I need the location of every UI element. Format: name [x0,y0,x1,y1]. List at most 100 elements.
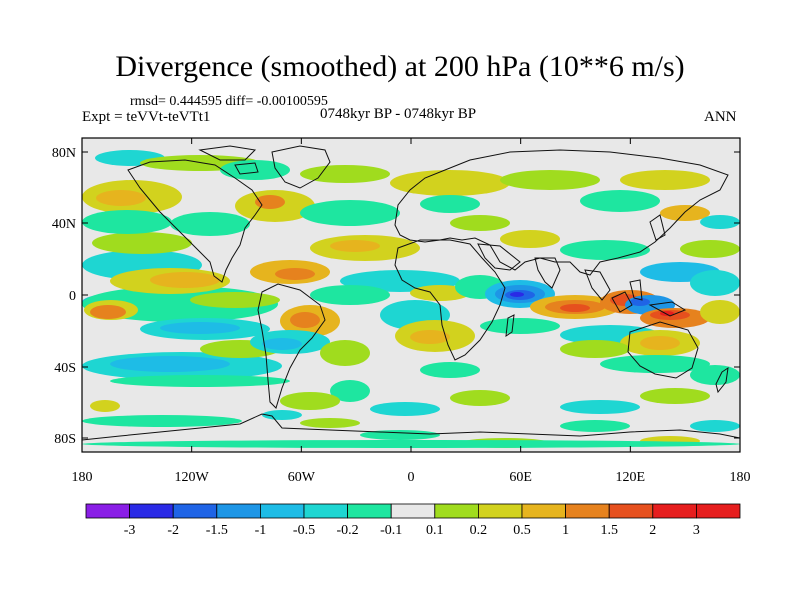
contour-region [560,304,590,312]
contour-region [420,195,480,213]
coastline-madagascar [505,314,515,338]
contour-region [680,240,740,258]
contour-region [420,362,480,378]
contour-region [255,195,285,209]
contour-region [700,215,740,229]
contour-region [640,388,710,404]
colorbar-label: 0.5 [513,523,531,538]
contour-region [82,415,242,427]
colorbar-label: -2 [167,523,179,538]
contour-region [580,190,660,212]
contour-region [560,420,630,432]
rmsd-diff-stats: rmsd= 0.444595 diff= -0.00100595 [130,94,328,109]
colorbar-swatch [696,503,741,519]
contour-region [310,285,390,305]
contour-region [690,270,740,296]
contour-region [320,340,370,366]
contour-region [330,380,370,402]
lon-tick-label: 60E [509,470,532,485]
colorbar-label: -0.1 [380,523,402,538]
coastline-antarctica [82,413,740,441]
contour-region [190,292,280,308]
contour-region [370,402,440,416]
coastline-southeast-asia [584,269,643,313]
contour-region [500,170,600,190]
contour-region [700,300,740,324]
colorbar-swatch [477,503,523,519]
colorbar-swatch [172,503,218,519]
coastline-australia [627,321,699,379]
coastline-north-america [127,159,263,283]
map-panel: 80N 40N 0 40S 80S 180 120W 60W 0 60E 120E 180 [52,137,751,485]
colorbar-label: -1 [255,523,267,538]
contour-region [160,322,240,334]
colorbar-label: 2 [649,523,656,538]
lon-tick-label: 120E [616,470,646,485]
contour-region [480,318,560,334]
contour-region [660,205,710,221]
contour-region [96,190,146,206]
lon-tick-label: 180 [72,470,93,485]
coastline-africa [394,239,506,361]
colorbar-label: -1.5 [206,523,228,538]
lat-tick-label: 0 [69,289,76,304]
colorbar-swatch [521,503,566,519]
coastline-japan [649,214,666,241]
latitude-axis: 80N 40N 0 40S 80S [52,146,740,447]
coastline-arctic-islands [198,145,259,175]
contour-region [690,420,740,432]
contour-region [110,356,230,372]
coastline-new-guinea [648,301,687,317]
colorbar-swatch [434,503,479,519]
contour-region [170,212,250,236]
period-label: 0748kyr BP - 0748kyr BP [320,106,477,122]
page-title: Divergence (smoothed) at 200 hPa (10**6 … [115,50,685,83]
contour-region [262,410,302,420]
colorbar-label: -0.2 [337,523,359,538]
contour-region [82,210,172,234]
contour-region [390,170,510,196]
contour-region [150,272,220,288]
contour-region [262,338,302,350]
colorbar-swatch [216,503,261,519]
colorbar-label: 1 [562,523,569,538]
colorbar: -3 -2 -1.5 -1 -0.5 -0.2 -0.1 0.1 0.2 0.5 1 1.5 2 3 [85,503,741,538]
coastlines [82,145,740,441]
contour-region [110,375,290,387]
coastline-greenland [271,145,331,189]
contour-region [560,340,630,358]
contour-region [630,298,650,306]
contour-region [560,240,650,260]
colorbar-label: 0.2 [470,523,488,538]
contour-region [275,268,315,280]
contour-region [280,392,340,410]
colorbar-swatch [129,503,174,519]
season-label: ANN [704,109,737,125]
lat-tick-label: 80N [52,146,76,161]
lon-tick-label: 120W [175,470,210,485]
colorbar-label: 3 [693,523,700,538]
contour-region [500,230,560,248]
lat-tick-label: 40N [52,217,76,232]
contour-region [620,170,710,190]
coastline-new-zealand [715,366,729,394]
contour-region [640,336,680,350]
experiment-label: Expt = teVVt-teVTt1 [82,109,211,125]
lon-tick-label: 180 [730,470,751,485]
contour-region [600,355,710,373]
contour-region [90,305,126,319]
contour-region [450,390,510,406]
contour-region [300,200,400,226]
colorbar-swatch [85,503,130,519]
contour-region [410,285,470,301]
colorbar-label: 0.1 [426,523,444,538]
coastline-arabia [477,243,521,271]
contour-field [82,150,740,448]
coastline-india [534,257,561,289]
colorbar-swatch [259,503,305,519]
coastline-south-america [257,283,326,409]
colorbar-label: -3 [124,523,136,538]
colorbar-swatch [347,503,392,519]
contour-region [510,292,524,297]
contour-region [300,418,360,428]
